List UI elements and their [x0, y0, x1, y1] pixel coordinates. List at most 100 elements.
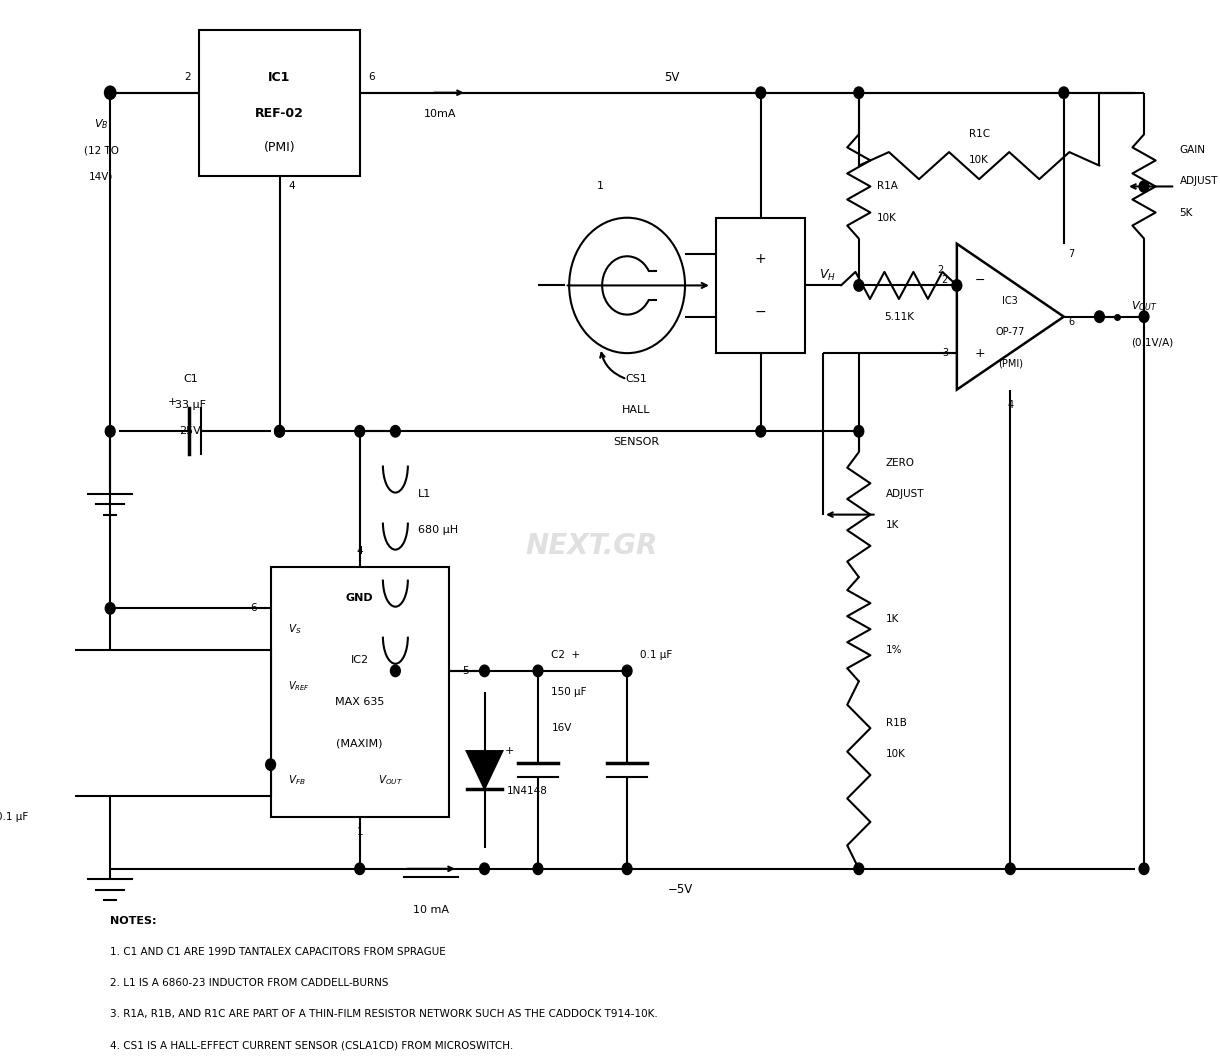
- Circle shape: [533, 863, 543, 874]
- Text: 4: 4: [288, 182, 295, 191]
- Circle shape: [854, 863, 864, 874]
- Text: IC2: IC2: [350, 656, 368, 665]
- Bar: [716, 218, 805, 353]
- Text: 10 mA: 10 mA: [414, 905, 449, 916]
- Text: +: +: [975, 346, 986, 360]
- Circle shape: [1005, 863, 1015, 874]
- Text: +: +: [505, 747, 514, 756]
- Circle shape: [854, 87, 864, 98]
- Text: OP-77: OP-77: [996, 327, 1025, 337]
- Text: $V_B$: $V_B$: [94, 117, 109, 131]
- Circle shape: [756, 87, 766, 98]
- Text: R1B: R1B: [886, 718, 906, 728]
- Text: C1: C1: [183, 374, 198, 384]
- Text: 5K: 5K: [1180, 208, 1193, 218]
- Text: IC1: IC1: [268, 71, 290, 83]
- Circle shape: [34, 863, 44, 874]
- Circle shape: [479, 665, 489, 677]
- Text: 1. C1 AND C1 ARE 199D TANTALEX CAPACITORS FROM SPRAGUE: 1. C1 AND C1 ARE 199D TANTALEX CAPACITOR…: [110, 947, 447, 957]
- Text: REF-02: REF-02: [255, 107, 304, 120]
- Circle shape: [1139, 310, 1149, 322]
- Text: 4: 4: [356, 546, 364, 557]
- Text: 2: 2: [184, 72, 190, 82]
- Circle shape: [533, 665, 543, 677]
- Text: 4: 4: [1008, 400, 1014, 410]
- Text: 150 μF: 150 μF: [551, 686, 587, 697]
- Text: 10K: 10K: [969, 155, 989, 166]
- Text: MAX 635: MAX 635: [336, 697, 384, 708]
- Text: 1: 1: [597, 182, 604, 191]
- Text: $V_{OUT}$: $V_{OUT}$: [377, 773, 403, 787]
- Text: L1: L1: [417, 489, 431, 498]
- Text: −5V: −5V: [667, 883, 693, 897]
- Text: ADJUST: ADJUST: [886, 489, 924, 498]
- Text: 7: 7: [250, 676, 257, 686]
- Circle shape: [854, 280, 864, 291]
- Text: 14V): 14V): [89, 171, 113, 181]
- Text: (MAXIM): (MAXIM): [337, 739, 383, 749]
- Text: 2: 2: [937, 265, 943, 275]
- Text: GND: GND: [346, 593, 373, 603]
- Text: CS1: CS1: [625, 374, 647, 384]
- Text: SENSOR: SENSOR: [612, 437, 659, 447]
- Text: 10K: 10K: [877, 212, 897, 223]
- Bar: [199, 31, 360, 176]
- Circle shape: [105, 603, 115, 615]
- Circle shape: [105, 426, 115, 437]
- Circle shape: [390, 426, 400, 437]
- Text: 8: 8: [250, 759, 257, 770]
- Text: R1C: R1C: [969, 130, 989, 139]
- Text: 1: 1: [356, 827, 364, 837]
- Circle shape: [952, 280, 961, 291]
- Text: C2  +: C2 +: [551, 650, 581, 660]
- Text: 6: 6: [1069, 317, 1075, 327]
- Text: 0.1 μF: 0.1 μF: [640, 650, 672, 660]
- Text: $V_S$: $V_S$: [288, 622, 301, 636]
- Text: $V_{FB}$: $V_{FB}$: [288, 773, 306, 787]
- Text: ADJUST: ADJUST: [1180, 176, 1218, 186]
- Text: (PMI): (PMI): [264, 142, 295, 154]
- Circle shape: [105, 87, 115, 98]
- Text: 6: 6: [368, 72, 376, 82]
- Text: $V_{OUT}$: $V_{OUT}$: [1131, 299, 1158, 314]
- Text: 2: 2: [942, 276, 948, 285]
- Text: 5.11K: 5.11K: [884, 312, 914, 322]
- Text: 2. L1 IS A 6860-23 INDUCTOR FROM CADDELL-BURNS: 2. L1 IS A 6860-23 INDUCTOR FROM CADDELL…: [110, 978, 389, 988]
- Circle shape: [622, 863, 632, 874]
- Circle shape: [622, 665, 632, 677]
- Text: 680 μH: 680 μH: [417, 525, 458, 535]
- Bar: [271, 567, 449, 816]
- Text: 3: 3: [942, 348, 948, 358]
- Circle shape: [355, 426, 365, 437]
- Text: 33 μF: 33 μF: [174, 400, 206, 410]
- Text: (0.1V/A): (0.1V/A): [1131, 338, 1172, 347]
- Bar: [39, 650, 271, 796]
- Circle shape: [274, 426, 284, 437]
- Text: NOTES:: NOTES:: [110, 916, 156, 926]
- Text: 3. R1A, R1B, AND R1C ARE PART OF A THIN-FILM RESISTOR NETWORK SUCH AS THE CADDOC: 3. R1A, R1B, AND R1C ARE PART OF A THIN-…: [110, 1010, 658, 1019]
- Text: 1K: 1K: [886, 614, 899, 624]
- Circle shape: [390, 665, 400, 677]
- Text: 5: 5: [462, 666, 468, 676]
- Text: 5V: 5V: [664, 71, 680, 83]
- Text: 6: 6: [250, 603, 257, 614]
- Circle shape: [756, 426, 766, 437]
- Text: 10K: 10K: [886, 749, 905, 759]
- Circle shape: [266, 759, 276, 771]
- Text: NEXT.GR: NEXT.GR: [526, 532, 658, 560]
- Circle shape: [1139, 181, 1149, 192]
- Circle shape: [1059, 87, 1069, 98]
- Text: 4. CS1 IS A HALL-EFFECT CURRENT SENSOR (CSLA1CD) FROM MICROSWITCH.: 4. CS1 IS A HALL-EFFECT CURRENT SENSOR (…: [110, 1041, 514, 1051]
- Circle shape: [854, 426, 864, 437]
- Text: $V_{REF}$: $V_{REF}$: [288, 680, 310, 694]
- Text: +: +: [755, 252, 766, 266]
- Text: 1K: 1K: [886, 520, 899, 530]
- Circle shape: [1094, 310, 1104, 322]
- Text: R1A: R1A: [877, 182, 898, 191]
- Text: $V_H$: $V_H$: [819, 267, 836, 283]
- Text: 16V: 16V: [551, 723, 572, 733]
- Text: 1%: 1%: [886, 645, 902, 655]
- Text: 25V: 25V: [179, 427, 201, 436]
- Text: (12 TO: (12 TO: [84, 145, 118, 155]
- Polygon shape: [467, 751, 503, 789]
